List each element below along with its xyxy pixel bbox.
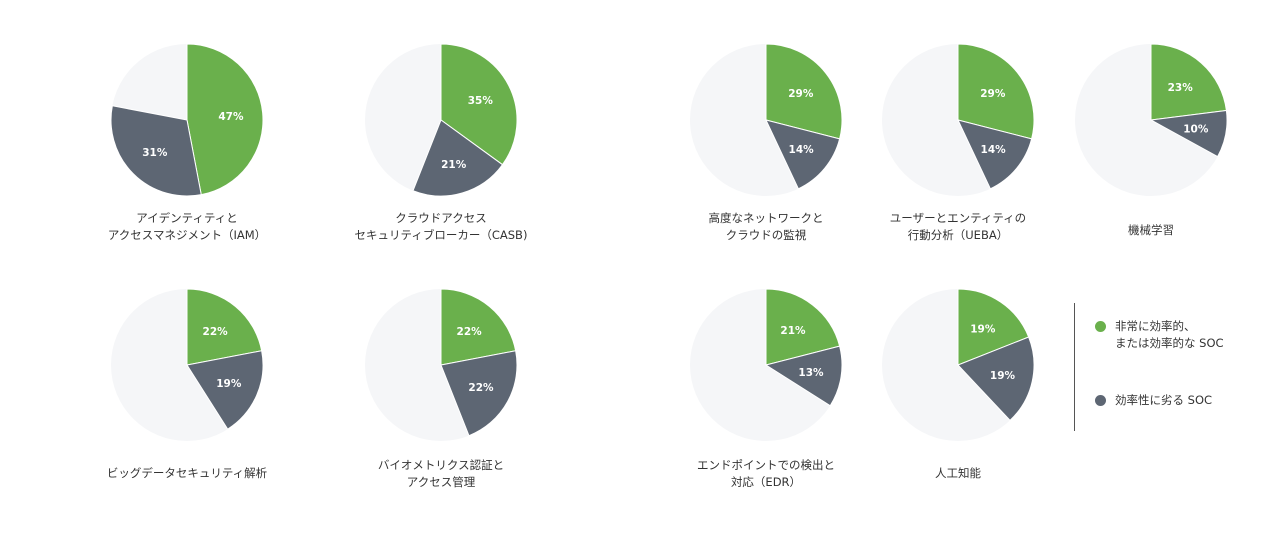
pie-value-label-inefficient: 22% — [468, 382, 494, 394]
pie-slice-inefficient — [957, 336, 1035, 422]
pie-value-label-efficient: 35% — [468, 95, 494, 107]
pie-chart: 21% 13% — [690, 288, 843, 441]
legend-swatch-inefficient — [1095, 395, 1106, 406]
pie-chart: 22% 19% — [111, 288, 264, 441]
pie-category-label: バイオメトリクス認証と アクセス管理 — [377, 458, 505, 489]
pie-category-label: 人工知能 — [935, 466, 981, 480]
pie-chart: 19% 19% — [882, 288, 1035, 441]
pie-chart: 29% 14% — [882, 43, 1035, 196]
pie-value-label-inefficient: 14% — [981, 144, 1007, 156]
pie-value-label-efficient: 23% — [1168, 82, 1194, 94]
pie-chart: 29% 14% — [690, 43, 843, 196]
pie-value-label-inefficient: 13% — [798, 367, 824, 379]
pie-category-label: 機械学習 — [1128, 223, 1174, 237]
pie-value-label-inefficient: 31% — [142, 147, 168, 159]
pie-value-label-inefficient: 21% — [441, 159, 467, 171]
pie-slice-inefficient — [764, 345, 843, 407]
pie-slice-inefficient — [110, 105, 202, 197]
pie-slice-efficient — [765, 43, 843, 140]
legend-swatch-efficient — [1095, 321, 1106, 332]
pie-chart: 22% 22% — [365, 288, 518, 441]
pie-slice-inefficient — [186, 350, 264, 430]
pie-category-label: エンドポイントでの検出と 対応（EDR） — [697, 458, 835, 489]
pie-category-label: 高度なネットワークと クラウドの監視 — [708, 211, 824, 242]
pie-slice-efficient — [440, 288, 517, 366]
pie-value-label-inefficient: 19% — [216, 378, 242, 390]
pie-value-label-efficient: 29% — [980, 88, 1006, 100]
pie-category-label: アイデンティティと アクセスマネジメント（IAM） — [107, 211, 267, 242]
pie-slice-inefficient — [412, 119, 504, 197]
pie-value-label-efficient: 22% — [203, 326, 229, 338]
pie-value-label-efficient: 47% — [218, 111, 244, 123]
pie-slice-efficient — [440, 43, 518, 166]
pie-slice-efficient — [765, 288, 841, 366]
pie-category-label: ユーザーとエンティティの 行動分析（UEBA） — [889, 211, 1027, 242]
legend-label-efficient: 非常に効率的、 または効率的な SOC — [1115, 319, 1224, 350]
pie-chart: 47% 31% — [110, 43, 264, 197]
pie-value-label-efficient: 21% — [780, 325, 806, 337]
pie-slice-efficient — [1150, 43, 1227, 121]
pie-chart: 23% 10% — [1075, 43, 1228, 196]
pie-value-label-inefficient: 10% — [1183, 124, 1209, 136]
pie-category-label: ビッグデータセキュリティ解析 — [106, 466, 268, 480]
pie-category-label: クラウドアクセス セキュリティブローカー（CASB) — [354, 211, 528, 242]
pie-slice-efficient — [186, 43, 264, 196]
pie-value-label-inefficient: 19% — [990, 370, 1016, 382]
pie-chart: 35% 21% — [365, 43, 518, 197]
pie-slice-inefficient — [957, 119, 1033, 190]
pie-slice-inefficient — [765, 119, 841, 190]
legend-item-efficient: 非常に効率的、 または効率的な SOC — [1095, 318, 1224, 352]
legend-divider — [1074, 303, 1075, 431]
pie-value-label-efficient: 29% — [788, 88, 814, 100]
pie-slice-efficient — [957, 288, 1030, 366]
pie-slice-efficient — [186, 288, 263, 366]
pie-slice-inefficient — [440, 350, 518, 437]
pie-value-label-inefficient: 14% — [789, 144, 815, 156]
legend-item-inefficient: 効率性に劣る SOC — [1095, 392, 1212, 409]
legend-label-inefficient: 効率性に劣る SOC — [1115, 393, 1213, 407]
pie-value-label-efficient: 22% — [457, 326, 483, 338]
pie-value-label-efficient: 19% — [970, 324, 996, 336]
pie-slice-inefficient — [1149, 109, 1228, 158]
pie-slice-efficient — [957, 43, 1035, 140]
